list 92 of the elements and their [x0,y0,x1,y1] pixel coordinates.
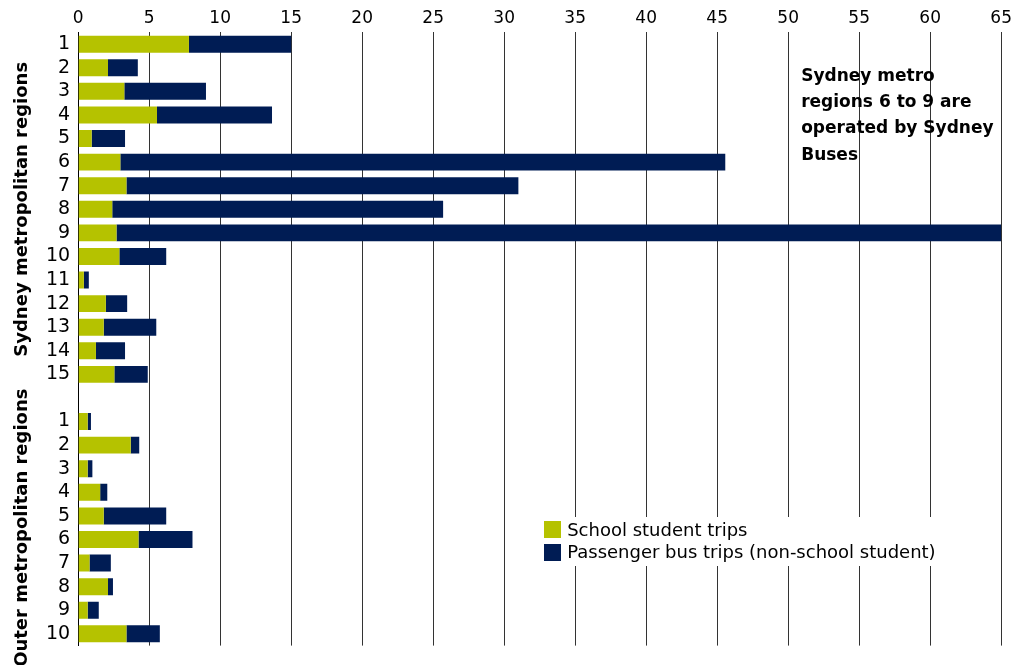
y-tick-label: 11 [45,266,71,289]
bar [103,507,167,525]
bar [78,271,84,289]
bar [78,601,88,619]
bar [78,365,115,383]
bar [100,483,108,501]
bar [78,224,117,242]
x-tick-label: 20 [351,6,373,27]
bar [78,436,131,454]
y-tick-label: 8 [58,573,71,596]
x-tick-label: 55 [848,6,870,27]
bar [116,224,1002,242]
x-tick-label: 25 [422,6,444,27]
y-tick-label: 1 [58,31,71,54]
bar [119,247,167,265]
y-tick-label: 9 [58,597,71,620]
bar [126,177,519,195]
bar [78,295,106,313]
x-tick-label: 35 [564,6,586,27]
bar [112,200,444,218]
bar [126,625,160,643]
bar [78,177,127,195]
x-tick-label: 0 [72,6,84,27]
legend-label: School student trips [567,518,748,542]
y-tick-label: 5 [58,502,71,525]
bar [78,82,125,100]
x-tick-label: 60 [919,6,941,27]
bar [89,554,111,572]
bar [103,318,157,336]
y-tick-label: 10 [45,620,71,643]
bar [105,295,128,313]
bar [78,153,121,171]
bar [78,342,96,360]
bar [78,530,139,548]
y-tick-label: 1 [58,408,71,431]
x-tick-label: 10 [209,6,231,27]
bar [108,59,138,77]
bar [87,413,91,431]
x-tick-label: 65 [990,6,1012,27]
text: Outer metropolitan regions [9,388,31,665]
y-tick-label: 15 [45,361,71,384]
bar [87,601,99,619]
y-tick-label: 3 [58,78,71,101]
bar [78,318,104,336]
y-tick-label: 6 [58,526,71,549]
legend-label: Passenger bus trips (non-school student) [567,541,936,564]
bar [78,578,108,596]
x-tick-label: 50 [777,6,799,27]
bar [91,130,126,148]
y-tick-label: 6 [58,149,71,172]
text: Sydney metropolitan regions [9,61,31,357]
bar [78,106,157,124]
y-tick-label: 12 [45,290,71,313]
y-tick-label: 7 [58,172,71,195]
bar [78,130,92,148]
x-tick-label: 5 [143,6,155,27]
bar [78,59,108,77]
bar [78,460,88,478]
y-tick-label: 14 [45,337,71,360]
bar [120,153,726,171]
y-tick-label: 2 [58,432,71,455]
bar [78,200,113,218]
bar [156,106,273,124]
bar [124,82,206,100]
y-tick-label: 8 [58,196,71,219]
bar [78,247,120,265]
x-tick-label: 15 [280,6,302,27]
bar [78,554,90,572]
y-tick-label: 10 [45,243,71,266]
x-tick-label: 40 [635,6,657,27]
bar [188,35,292,53]
y-tick-label: 7 [58,549,71,572]
bar [78,507,104,525]
y-tick-label: 9 [58,219,71,242]
y-tick-label: 3 [58,455,71,478]
y-tick-label: 4 [58,479,71,502]
bar [78,625,127,643]
y-tick-label: 5 [58,125,71,148]
bar [138,530,193,548]
x-tick-label: 45 [706,6,728,27]
bar [83,271,89,289]
bar [78,413,88,431]
y-tick-label: 2 [58,54,71,77]
bar [78,483,101,501]
bar [108,578,113,596]
y-tick-label: 4 [58,101,71,124]
bar [114,365,148,383]
bar [78,35,189,53]
bar [95,342,126,360]
x-tick-label: 30 [493,6,515,27]
y-tick-label: 13 [45,314,71,337]
bar [130,436,140,454]
